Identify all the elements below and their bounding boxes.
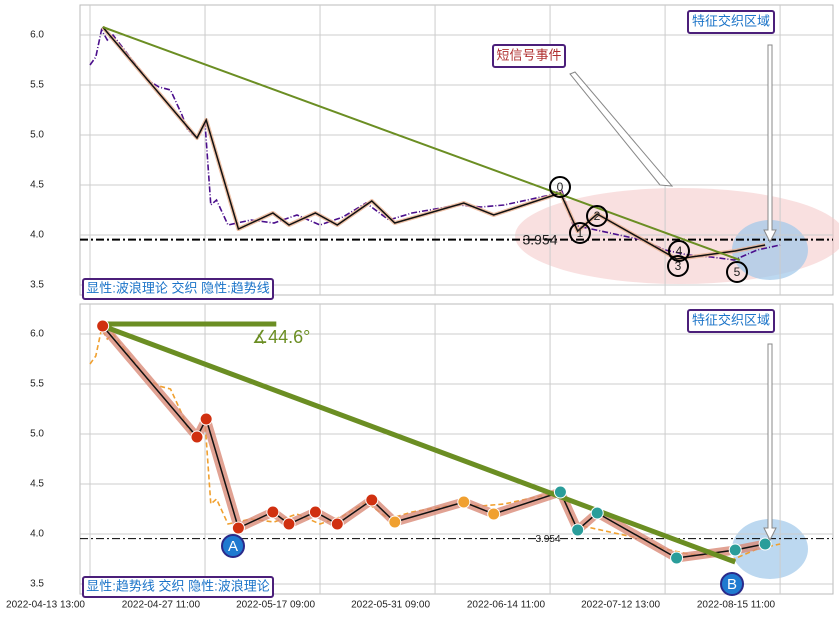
arrow bbox=[569, 71, 674, 187]
wave-point bbox=[388, 515, 402, 529]
series-line bbox=[102, 325, 766, 559]
wave-label: 4 bbox=[676, 244, 683, 258]
wave-label: 3 bbox=[675, 259, 682, 273]
wave-marker bbox=[549, 176, 571, 198]
panel-bottom bbox=[79, 303, 834, 595]
annotation-box bbox=[82, 278, 274, 300]
y-tick-label: 5.0 bbox=[30, 429, 44, 440]
y-tick-label: 4.0 bbox=[30, 529, 44, 540]
y-tick-label: 4.0 bbox=[30, 230, 44, 241]
series-line bbox=[101, 323, 737, 565]
series-line bbox=[102, 26, 741, 261]
wave-label: 2 bbox=[594, 209, 601, 223]
wave-point bbox=[96, 319, 110, 333]
arrow bbox=[763, 343, 777, 542]
wave-point bbox=[487, 507, 501, 521]
wave-point bbox=[365, 493, 379, 507]
y-tick-label: 3.5 bbox=[30, 579, 44, 590]
wave-point bbox=[266, 505, 280, 519]
wave-point bbox=[199, 412, 213, 426]
annotation: 特征交织区域 bbox=[692, 312, 770, 327]
wave-point bbox=[571, 523, 585, 537]
series-line bbox=[89, 326, 781, 560]
wave-point bbox=[282, 517, 296, 531]
wave-label: 0 bbox=[557, 180, 564, 194]
wave-point bbox=[330, 517, 344, 531]
wave-point bbox=[308, 505, 322, 519]
level-label: 3.954 bbox=[522, 231, 557, 247]
wave-marker bbox=[569, 222, 591, 244]
annotation-box bbox=[492, 44, 566, 68]
wave-point bbox=[190, 430, 204, 444]
x-tick-label: 2022-04-13 13:00 bbox=[6, 600, 85, 611]
wave-marker bbox=[726, 261, 748, 283]
angle-label: ∡44.6° bbox=[252, 327, 310, 347]
wave-point bbox=[728, 543, 742, 557]
x-tick-label: 2022-04-27 11:00 bbox=[122, 600, 201, 611]
wave-label: A bbox=[228, 538, 238, 555]
x-tick-label: 2022-05-17 09:00 bbox=[236, 600, 315, 611]
annotation-box bbox=[687, 309, 775, 333]
wave-label: 5 bbox=[734, 265, 741, 279]
y-tick-label: 5.0 bbox=[30, 130, 44, 141]
wave-marker bbox=[221, 534, 245, 558]
wave-label: B bbox=[727, 576, 737, 593]
wave-point bbox=[670, 551, 684, 565]
y-tick-label: 5.5 bbox=[30, 80, 44, 91]
wave-point bbox=[457, 495, 471, 509]
wave-marker bbox=[720, 572, 744, 596]
wave-point bbox=[590, 506, 604, 520]
annotation: 短信号事件 bbox=[496, 47, 561, 62]
arrow bbox=[763, 44, 777, 244]
wave-marker bbox=[668, 240, 690, 262]
annotation: 特征交织区域 bbox=[692, 13, 770, 28]
annotation: 显性:波浪理论 交织 隐性:趋势线 bbox=[86, 280, 269, 295]
annotation-box bbox=[82, 576, 274, 598]
level-label: 3.954 bbox=[535, 534, 560, 545]
y-tick-label: 6.0 bbox=[30, 30, 44, 41]
panel-top bbox=[79, 4, 834, 296]
x-tick-label: 2022-08-15 11:00 bbox=[697, 600, 776, 611]
annotation: 显性:趋势线 交织 隐性:波浪理论 bbox=[86, 578, 269, 593]
y-tick-label: 5.5 bbox=[30, 379, 44, 390]
y-tick-label: 4.5 bbox=[30, 479, 44, 490]
y-tick-label: 4.5 bbox=[30, 180, 44, 191]
wave-point bbox=[758, 537, 772, 551]
wave-marker bbox=[586, 205, 608, 227]
series-line bbox=[102, 26, 766, 260]
x-tick-label: 2022-06-14 11:00 bbox=[467, 600, 546, 611]
x-tick-label: 2022-07-12 13:00 bbox=[581, 600, 660, 611]
wave-label: 1 bbox=[577, 226, 584, 240]
x-tick-label: 2022-05-31 09:00 bbox=[351, 600, 430, 611]
wave-point bbox=[553, 485, 567, 499]
y-tick-label: 3.5 bbox=[30, 280, 44, 291]
wave-marker bbox=[667, 255, 689, 277]
annotation-box bbox=[687, 10, 775, 34]
y-tick-label: 6.0 bbox=[30, 329, 44, 340]
wave-point bbox=[231, 521, 245, 535]
